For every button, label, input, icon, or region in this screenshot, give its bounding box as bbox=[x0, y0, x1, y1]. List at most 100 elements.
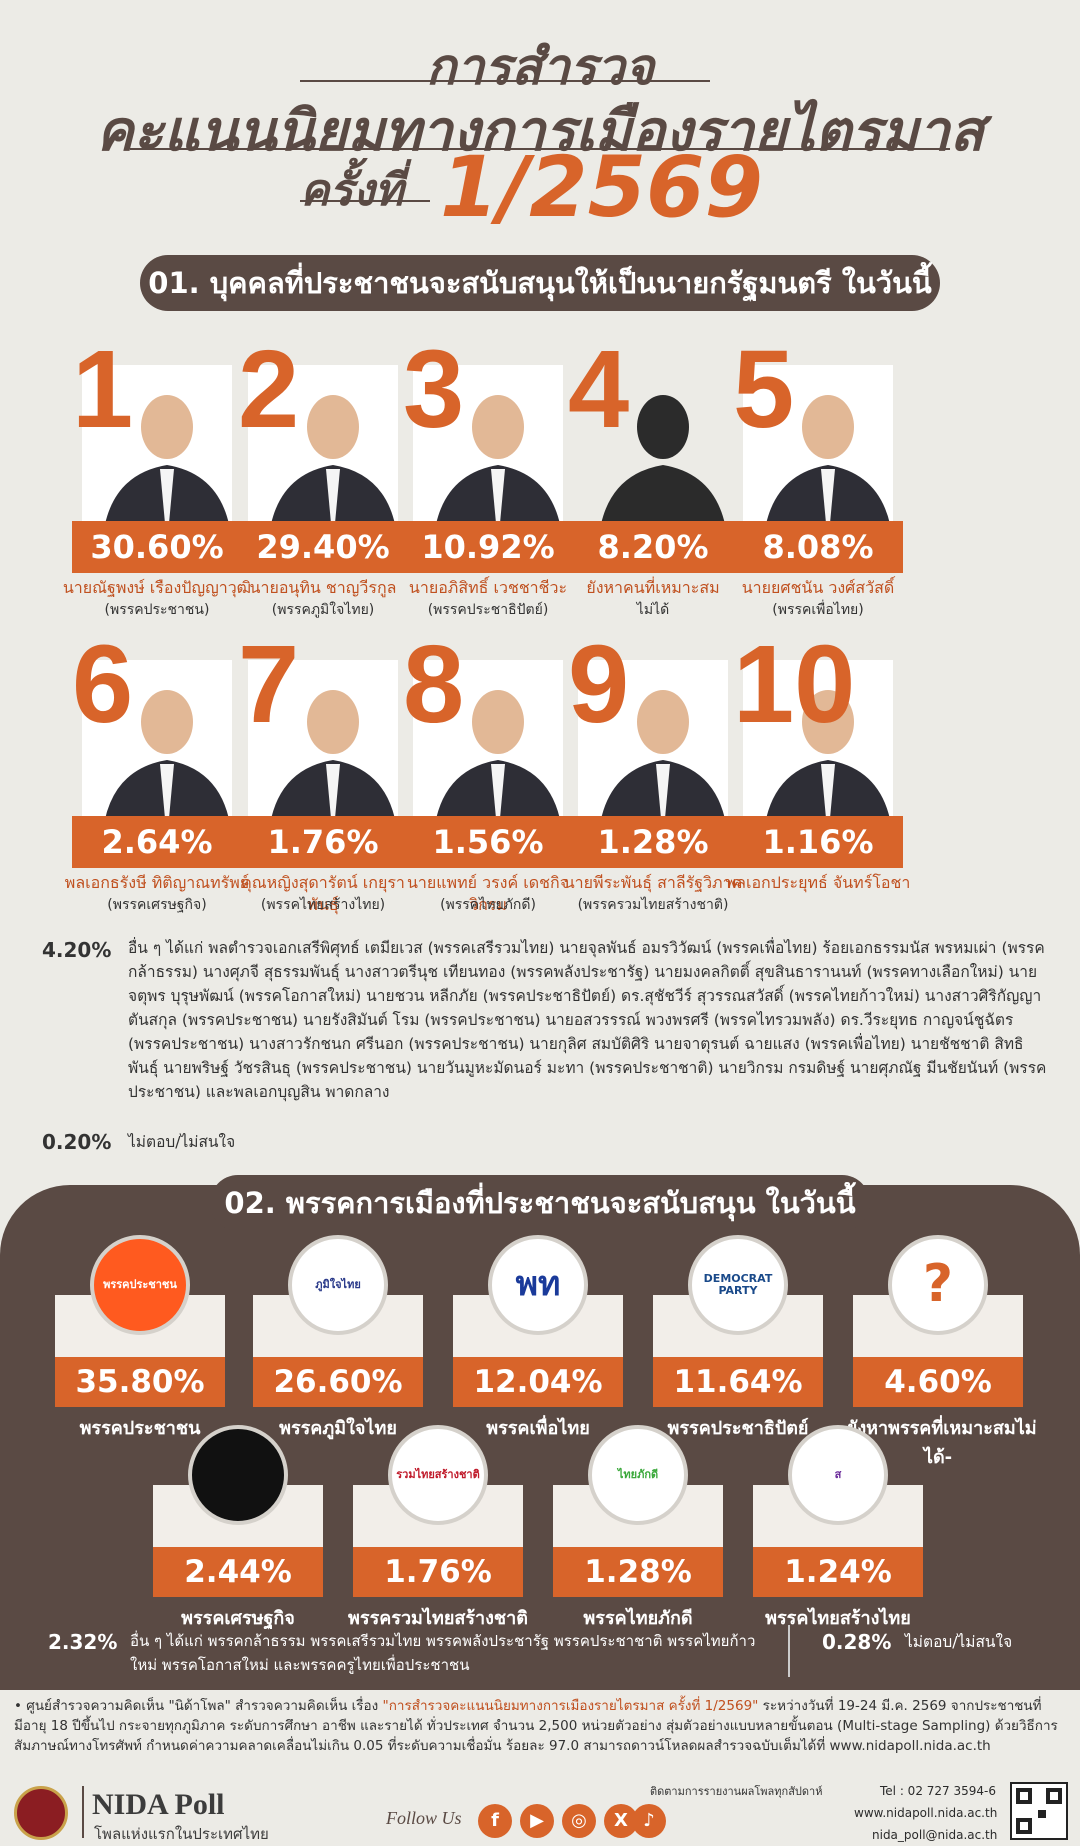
party-logo-icon: ไทยภักดี bbox=[588, 1425, 688, 1525]
instagram-icon[interactable]: ◎ bbox=[562, 1804, 596, 1838]
party-name: พรรคเศรษฐกิจ bbox=[181, 1608, 295, 1629]
title-underline-2 bbox=[130, 148, 950, 150]
footer-note-title: "การสำรวจคะแนนนิยมทางการเมืองรายไตรมาส ค… bbox=[382, 1698, 759, 1714]
party-name: พรรคไทยภักดี bbox=[583, 1608, 693, 1629]
candidate-photo bbox=[578, 660, 728, 840]
candidate-card: 4 8.20% ยังหาคนที่เหมาะสม ไม่ได้ bbox=[568, 335, 738, 618]
candidate-name: พลเอกประยุทธ์ จันทร์โอชา bbox=[725, 873, 911, 892]
party-pct: 4.60% bbox=[853, 1357, 1023, 1407]
candidate-name: นายพีระพันธุ์ สาลีรัฐวิภาค bbox=[563, 873, 743, 892]
party-pct: 1.28% bbox=[553, 1547, 723, 1597]
section2-title: 02. พรรคการเมืองที่ประชาชนจะสนับสนุน ในว… bbox=[210, 1175, 870, 1231]
party-logo-text: พรรคประชาชน bbox=[103, 1277, 177, 1291]
party-others-text: อื่น ๆ ได้แก่ พรรคกล้าธรรม พรรคเสรีรวมไท… bbox=[130, 1632, 756, 1674]
candidate-rank: 2 bbox=[238, 328, 300, 451]
candidate-party: (พรรคเศรษฐกิจ) bbox=[107, 897, 207, 913]
party-logo-icon: พท bbox=[488, 1235, 588, 1335]
party-name: พรรครวมไทยสร้างชาติ bbox=[348, 1608, 528, 1629]
party-none-text: ไม่ตอบ/ไม่สนใจ bbox=[905, 1633, 1013, 1651]
footer: • ศูนย์สำรวจความคิดเห็น "นิด้าโพล" สำรวจ… bbox=[0, 1690, 1080, 1844]
candidate-photo bbox=[413, 365, 563, 545]
party-logo-icon bbox=[188, 1425, 288, 1525]
brand-name: NIDA Poll bbox=[92, 1788, 225, 1821]
survey-number: 1/2569 bbox=[440, 138, 763, 236]
candidate-rank: 7 bbox=[238, 623, 300, 746]
candidate-name: นายอนุทิน ชาญวีรกูล bbox=[249, 578, 397, 597]
party-name: พรรคประชาชน bbox=[79, 1418, 201, 1439]
section2-panel: 02. พรรคการเมืองที่ประชาชนจะสนับสนุน ในว… bbox=[0, 1175, 1080, 1690]
party-pct: 35.80% bbox=[55, 1357, 225, 1407]
youtube-icon[interactable]: ▶ bbox=[520, 1804, 554, 1838]
nida-seal-icon bbox=[14, 1786, 68, 1840]
candidate-pct: 1.76% bbox=[238, 816, 408, 868]
party-logo-text: ? bbox=[922, 1254, 954, 1315]
party-logo-text: ส bbox=[834, 1467, 842, 1481]
candidate-pct: 1.28% bbox=[568, 816, 738, 868]
party-pct: 1.76% bbox=[353, 1547, 523, 1597]
candidate-pct: 1.16% bbox=[733, 816, 903, 868]
title-line-3: ครั้งที่ bbox=[300, 165, 404, 216]
tiktok-icon[interactable]: ♪ bbox=[632, 1804, 666, 1838]
candidate-party: (พรรคภูมิใจไทย) bbox=[271, 602, 375, 618]
x-icon[interactable]: X bbox=[604, 1804, 638, 1838]
candidate-card: 5 8.08% นายยศชนัน วงศ์สวัสดิ์ (พรรคเพื่อ… bbox=[733, 328, 903, 618]
candidate-name: ยังหาคนที่เหมาะสม bbox=[586, 578, 720, 597]
candidate-card: 2 29.40% นายอนุทิน ชาญวีรกูล (พรรคภูมิใจ… bbox=[238, 328, 408, 618]
candidate-pct: 8.20% bbox=[568, 521, 738, 573]
title-line-2: คะแนนนิยมทางการเมืองรายไตรมาส bbox=[96, 99, 984, 164]
candidate-pct: 1.56% bbox=[403, 816, 573, 868]
candidate-name: นายณัฐพงษ์ เรืองปัญญาวุฒิ bbox=[62, 578, 252, 597]
section1-title: 01. บุคคลที่ประชาชนจะสนับสนุนให้เป็นนายก… bbox=[140, 255, 940, 311]
candidate-pct: 29.40% bbox=[238, 521, 408, 573]
candidate-rank: 10 bbox=[733, 623, 856, 746]
candidate-party: ไม่ได้ bbox=[636, 602, 670, 618]
party-pct: 12.04% bbox=[453, 1357, 623, 1407]
candidate-party: (พรรคประชาธิปัตย์) bbox=[427, 602, 549, 618]
party-logo-text: ไทยภักดี bbox=[617, 1467, 659, 1481]
party-name: พรรคประชาธิปัตย์ bbox=[667, 1418, 809, 1439]
website: www.nidapoll.nida.ac.th bbox=[854, 1806, 998, 1820]
candidate-party: (พรรคเพื่อไทย) bbox=[772, 602, 864, 618]
candidate-party: (พรรคประชาชน) bbox=[104, 602, 210, 618]
footer-note: • ศูนย์สำรวจความคิดเห็น "นิด้าโพล" สำรวจ… bbox=[14, 1696, 1064, 1756]
candidate-pct: 8.08% bbox=[733, 521, 903, 573]
party-logo-icon: ? bbox=[888, 1235, 988, 1335]
tel: Tel : 02 727 3594-6 bbox=[880, 1784, 996, 1798]
party-pct: 26.60% bbox=[253, 1357, 423, 1407]
candidate-name: นายยศชนัน วงศ์สวัสดิ์ bbox=[741, 578, 895, 597]
others-text: อื่น ๆ ได้แก่ พลตำรวจเอกเสรีพิศุทธ์ เตมี… bbox=[128, 939, 1047, 1101]
title-underline-3 bbox=[300, 200, 430, 202]
party-logo-icon: DEMOCRAT PARTY bbox=[688, 1235, 788, 1335]
footer-note-rest: ระหว่างวันที่ 19-24 มี.ค. 2569 จากประชาช… bbox=[14, 1698, 1058, 1754]
candidate-card: 7 1.76% คุณหญิงสุดารัตน์ เกยุราพันธุ์ (พ… bbox=[238, 623, 408, 914]
candidate-rank: 5 bbox=[733, 328, 795, 451]
party-logo-text: ภูมิใจไทย bbox=[315, 1277, 361, 1291]
party-logo-icon: ภูมิใจไทย bbox=[288, 1235, 388, 1335]
candidate-name: นายอภิสิทธิ์ เวชชาชีวะ bbox=[408, 578, 568, 597]
candidate-party: (พรรครวมไทยสร้างชาติ) bbox=[577, 897, 729, 913]
candidate-rank: 8 bbox=[403, 623, 465, 746]
qr-code-icon[interactable] bbox=[1010, 1782, 1068, 1840]
title-underline-1 bbox=[300, 80, 710, 82]
others-pct: 4.20% bbox=[42, 938, 112, 962]
party-logo-text: พท bbox=[515, 1264, 561, 1305]
follow-us: Follow Us bbox=[386, 1808, 462, 1828]
follow-caption: ติดตามการรายงานผลโพลทุกสัปดาห์ bbox=[650, 1785, 823, 1798]
candidate-card: 9 1.28% นายพีระพันธุ์ สาลีรัฐวิภาค (พรรค… bbox=[564, 623, 743, 914]
divider bbox=[788, 1625, 790, 1677]
candidate-card: 10 1.16% พลเอกประยุทธ์ จันทร์โอชา bbox=[726, 623, 911, 893]
party-pct: 11.64% bbox=[653, 1357, 823, 1407]
brand-slogan: โพลแห่งแรกในประเทศไทย bbox=[94, 1825, 269, 1843]
title-line-1: การสำรวจ bbox=[425, 38, 655, 96]
candidate-card: 1 30.60% นายณัฐพงษ์ เรืองปัญญาวุฒิ (พรรค… bbox=[63, 335, 251, 619]
candidate-name: พลเอกธรังษี ทิติญาณทรัพย์ bbox=[64, 873, 250, 892]
party-logo-icon: พรรคประชาชน bbox=[90, 1235, 190, 1335]
party-name: พรรคเพื่อไทย bbox=[486, 1418, 590, 1439]
party-name: -ยังหาพรรคที่เหมาะสมไม่ได้- bbox=[839, 1418, 1037, 1468]
facebook-icon[interactable]: f bbox=[478, 1804, 512, 1838]
candidate-party: (พรรคไทยภักดี) bbox=[440, 897, 536, 913]
party-name: พรรคไทยสร้างไทย bbox=[765, 1608, 911, 1629]
candidate-pct: 2.64% bbox=[72, 816, 242, 868]
candidate-rank: 9 bbox=[568, 623, 630, 746]
party-pct: 2.44% bbox=[153, 1547, 323, 1597]
